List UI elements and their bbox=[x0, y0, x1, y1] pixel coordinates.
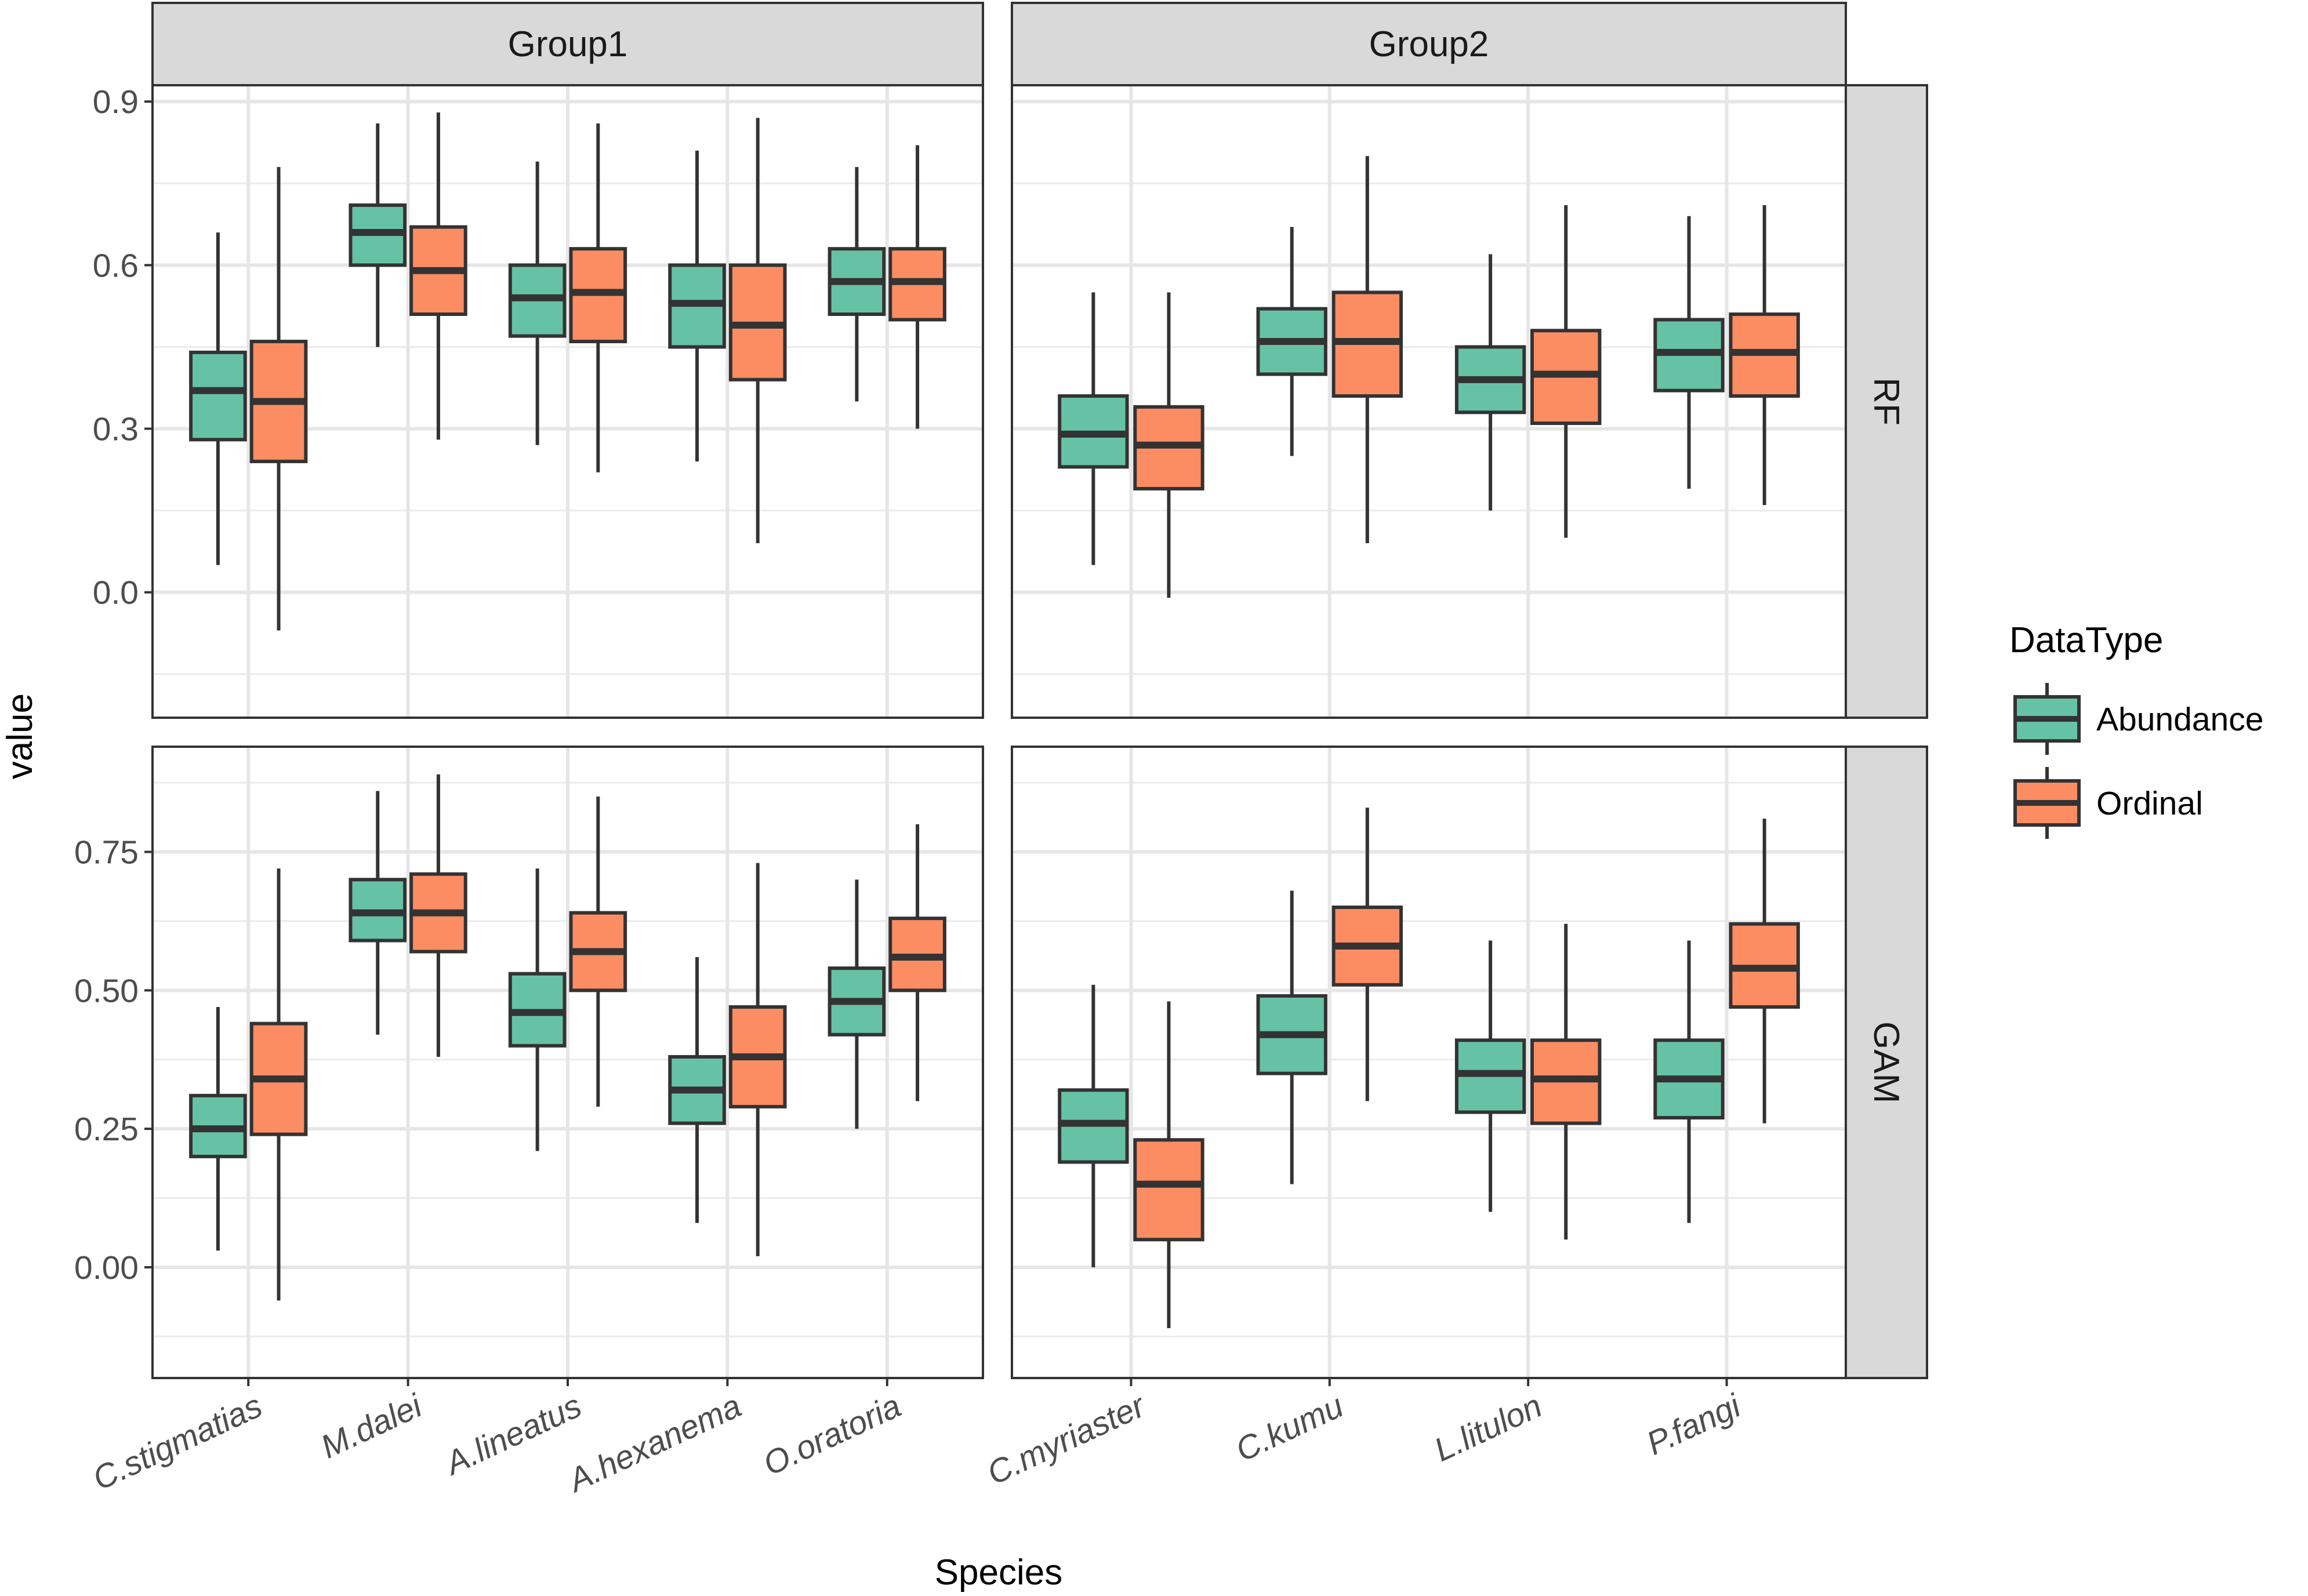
panel-group1-gam bbox=[151, 746, 984, 1379]
box-ordinal-o-oratoria-gam bbox=[888, 824, 946, 1101]
y-tick-label-rf: 0.6 bbox=[93, 247, 139, 284]
box-abundance-c-stigmatias-gam bbox=[189, 1006, 247, 1251]
box-ordinal-a-hexanema-gam bbox=[728, 863, 787, 1256]
facet-strip-rf bbox=[1845, 84, 1928, 719]
box-ordinal-c-myriaster-gam bbox=[1133, 1001, 1204, 1329]
box-ordinal-c-myriaster-gam-iqr bbox=[1133, 1138, 1204, 1242]
legend: DataType Abundance Ordinal bbox=[2009, 620, 2263, 839]
y-axis-title: value bbox=[0, 693, 40, 779]
box-abundance-p-fangi-gam bbox=[1653, 940, 1725, 1223]
box-abundance-m-dalei-rf bbox=[349, 123, 407, 347]
box-ordinal-a-lineatus-gam bbox=[569, 796, 627, 1107]
x-axis-title: Species bbox=[935, 1553, 1063, 1593]
box-ordinal-o-oratoria-rf bbox=[888, 145, 946, 429]
box-ordinal-l-litulon-gam bbox=[1530, 924, 1602, 1240]
legend-label-abundance: Abundance bbox=[2096, 701, 2263, 738]
box-abundance-p-fangi-rf bbox=[1653, 216, 1725, 489]
box-ordinal-a-hexanema-rf bbox=[728, 118, 787, 544]
box-abundance-a-lineatus-rf bbox=[508, 161, 567, 445]
box-abundance-m-dalei-gam bbox=[349, 791, 407, 1035]
box-ordinal-m-dalei-rf bbox=[409, 112, 467, 440]
panel-group2-rf-background bbox=[1012, 85, 1846, 718]
box-abundance-l-litulon-rf bbox=[1454, 254, 1526, 511]
box-abundance-c-kumu-gam bbox=[1256, 890, 1327, 1184]
panel-group2-gam bbox=[1011, 746, 1847, 1379]
box-abundance-c-myriaster-rf bbox=[1058, 292, 1129, 565]
panel-group1-rf bbox=[151, 84, 984, 719]
facet-strip-gam bbox=[1845, 746, 1928, 1379]
box-abundance-c-kumu-rf bbox=[1256, 227, 1327, 456]
facet-label-rf: RF bbox=[1866, 377, 1906, 426]
box-ordinal-c-stigmatias-gam bbox=[249, 868, 308, 1301]
box-abundance-l-litulon-gam bbox=[1454, 940, 1526, 1212]
legend-label-ordinal: Ordinal bbox=[2096, 785, 2203, 822]
y-tick-label-rf: 0.3 bbox=[93, 411, 139, 448]
box-ordinal-c-kumu-gam bbox=[1331, 808, 1403, 1101]
y-tick-label-gam: 0.25 bbox=[74, 1111, 139, 1148]
panels: Group1 Group2 RF GAM bbox=[151, 2, 1928, 1379]
facet-label-gam: GAM bbox=[1866, 1021, 1906, 1103]
legend-key-abundance bbox=[2013, 683, 2081, 755]
panel-group1-rf-border bbox=[151, 84, 984, 719]
box-abundance-o-oratoria-gam bbox=[828, 879, 886, 1129]
box-ordinal-p-fangi-rf bbox=[1729, 205, 1800, 506]
y-tick-label-gam: 0.50 bbox=[74, 972, 139, 1009]
facet-strip-group1 bbox=[151, 2, 984, 86]
y-tick-label-gam: 0.75 bbox=[74, 834, 139, 871]
legend-title: DataType bbox=[2009, 620, 2163, 660]
y-tick-label-gam: 0.00 bbox=[74, 1249, 139, 1286]
box-ordinal-m-dalei-gam bbox=[409, 774, 467, 1057]
box-abundance-c-myriaster-gam bbox=[1058, 984, 1129, 1267]
facet-strip-group2 bbox=[1011, 2, 1847, 86]
box-abundance-c-stigmatias-rf-iqr bbox=[189, 350, 247, 442]
box-ordinal-l-litulon-rf bbox=[1530, 205, 1602, 538]
box-ordinal-c-stigmatias-rf bbox=[249, 167, 308, 631]
facet-label-group2: Group2 bbox=[1369, 24, 1489, 64]
legend-key-ordinal bbox=[2013, 767, 2081, 839]
box-abundance-o-oratoria-rf bbox=[828, 167, 886, 402]
y-tick-label-rf: 0.0 bbox=[93, 575, 139, 612]
box-abundance-a-hexanema-gam bbox=[668, 957, 726, 1223]
box-abundance-c-stigmatias-rf bbox=[189, 232, 247, 565]
panel-group2-rf bbox=[1011, 84, 1847, 719]
y-tick-label-rf: 0.9 bbox=[93, 83, 139, 121]
box-ordinal-c-myriaster-rf bbox=[1133, 292, 1204, 598]
box-ordinal-c-kumu-rf bbox=[1331, 156, 1403, 544]
facet-label-group1: Group1 bbox=[508, 24, 628, 64]
box-abundance-a-lineatus-gam bbox=[508, 868, 567, 1151]
box-ordinal-p-fangi-gam bbox=[1729, 819, 1800, 1124]
box-abundance-a-hexanema-rf bbox=[668, 150, 726, 461]
box-ordinal-a-lineatus-rf bbox=[569, 123, 627, 472]
